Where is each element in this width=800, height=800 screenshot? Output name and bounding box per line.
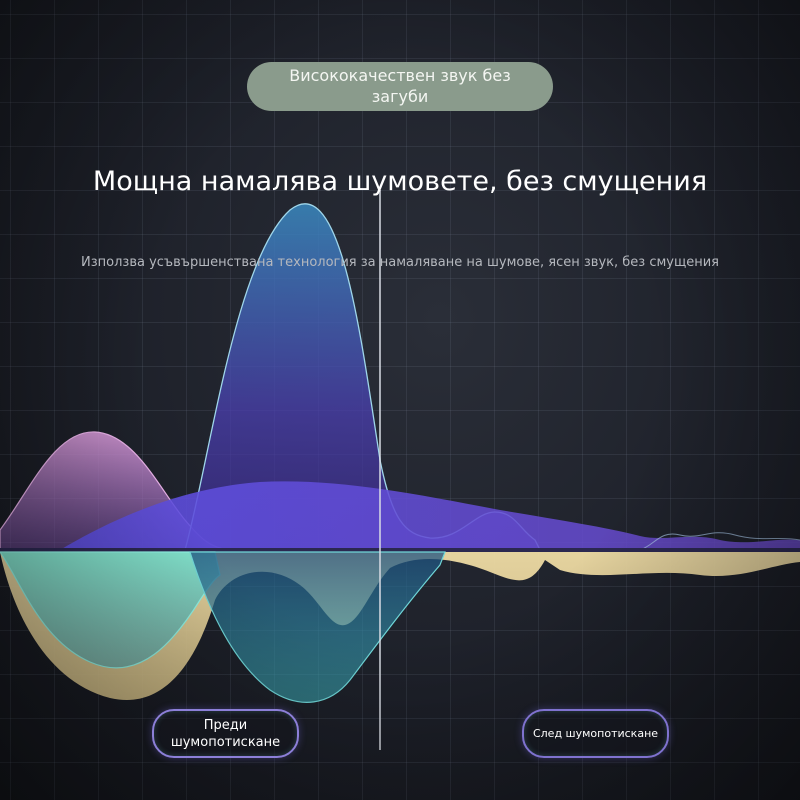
lossless-audio-badge: Висококачествен звук без загуби [247,62,553,111]
baseline [0,548,800,552]
violet-signal-wave [60,481,800,550]
before-noise-reduction-label: Преди шумопотискане [152,709,299,758]
before-after-divider [379,190,381,750]
before-label-text: Преди шумопотискане [170,717,281,750]
after-noise-reduction-label: След шумопотискане [522,709,669,758]
blue-basin-wave [189,551,446,703]
page-description: Използва усъвършенствана технология за н… [81,255,719,270]
after-label-text: След шумопотискане [532,726,659,740]
page-title: Мощна намалява шумовете, без смущения [92,166,708,197]
badge-text: Висококачествен звук без загуби [289,66,511,106]
violet-tail-wave [639,532,800,551]
